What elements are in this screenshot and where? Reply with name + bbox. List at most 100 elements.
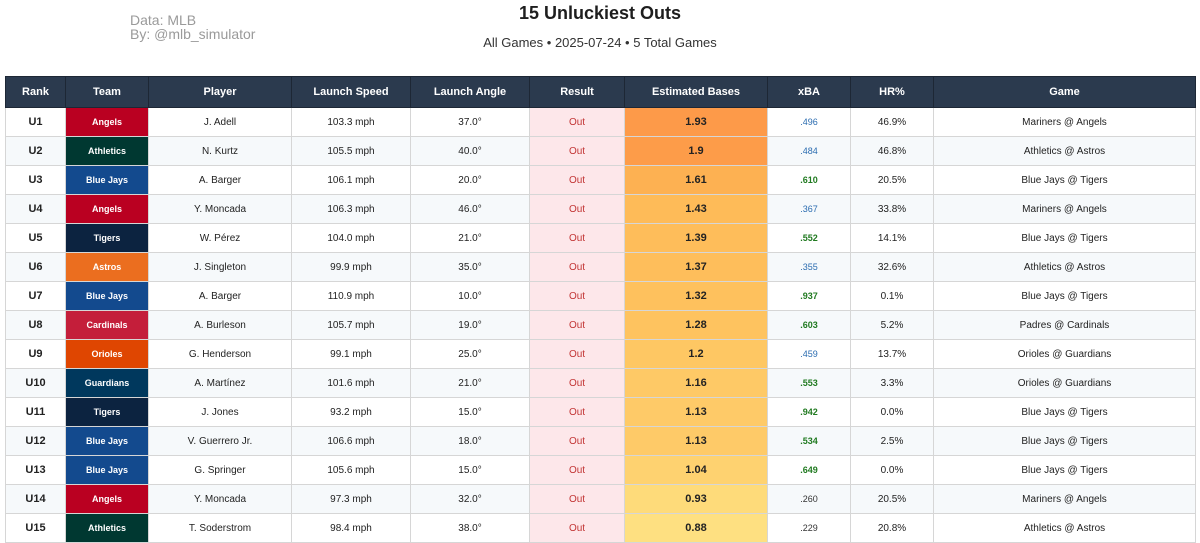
game-cell: Blue Jays @ Tigers	[933, 223, 1196, 253]
result-cell: Out	[529, 107, 625, 137]
game-cell: Orioles @ Guardians	[933, 339, 1196, 369]
player-cell: A. Martínez	[148, 368, 292, 398]
game-cell: Orioles @ Guardians	[933, 368, 1196, 398]
launch-speed-cell: 105.7 mph	[291, 310, 411, 340]
estimated-bases-cell: 1.13	[624, 426, 768, 456]
team-cell: Guardians	[65, 368, 149, 398]
player-cell: T. Soderstrom	[148, 513, 292, 543]
table-row: U10 Guardians A. Martínez 101.6 mph 21.0° Out…	[5, 368, 1196, 398]
launch-angle-cell: 25.0°	[410, 339, 530, 369]
table-row: U5 Tigers W. Pérez 104.0 mph 21.0° Out 1.39.55…	[5, 223, 1196, 253]
rank-cell: U10	[5, 368, 66, 398]
rank-cell: U7	[5, 281, 66, 311]
team-cell: Blue Jays	[65, 455, 149, 485]
col-header-launch-angle: Launch Angle	[410, 76, 530, 108]
player-cell: G. Springer	[148, 455, 292, 485]
col-header-result: Result	[529, 76, 625, 108]
result-cell: Out	[529, 426, 625, 456]
xba-cell: .552	[767, 223, 851, 253]
rank-cell: U12	[5, 426, 66, 456]
col-header-game: Game	[933, 76, 1196, 108]
launch-speed-cell: 105.5 mph	[291, 136, 411, 166]
credit-block: Data: MLB By: @mlb_simulator	[130, 13, 255, 41]
launch-angle-cell: 20.0°	[410, 165, 530, 195]
rank-cell: U6	[5, 252, 66, 282]
estimated-bases-cell: 1.61	[624, 165, 768, 195]
table-body: U1 Angels J. Adell 103.3 mph 37.0° Out 1.93.49…	[5, 107, 1196, 543]
launch-angle-cell: 32.0°	[410, 484, 530, 514]
team-cell: Angels	[65, 484, 149, 514]
player-cell: J. Jones	[148, 397, 292, 427]
launch-speed-cell: 99.1 mph	[291, 339, 411, 369]
launch-angle-cell: 35.0°	[410, 252, 530, 282]
launch-angle-cell: 37.0°	[410, 107, 530, 137]
hr-pct-cell: 0.0%	[850, 397, 934, 427]
result-cell: Out	[529, 223, 625, 253]
table-row: U7 Blue Jays A. Barger 110.9 mph 10.0° Out 1.3…	[5, 281, 1196, 311]
launch-speed-cell: 110.9 mph	[291, 281, 411, 311]
col-header-xba: xBA	[767, 76, 851, 108]
xba-cell: .229	[767, 513, 851, 543]
player-cell: A. Burleson	[148, 310, 292, 340]
launch-speed-cell: 93.2 mph	[291, 397, 411, 427]
team-cell: Athletics	[65, 136, 149, 166]
estimated-bases-cell: 1.32	[624, 281, 768, 311]
rank-cell: U4	[5, 194, 66, 224]
estimated-bases-cell: 0.93	[624, 484, 768, 514]
result-cell: Out	[529, 136, 625, 166]
team-cell: Blue Jays	[65, 281, 149, 311]
result-cell: Out	[529, 194, 625, 224]
launch-angle-cell: 15.0°	[410, 455, 530, 485]
xba-cell: .484	[767, 136, 851, 166]
result-cell: Out	[529, 310, 625, 340]
launch-angle-cell: 46.0°	[410, 194, 530, 224]
table-row: U9 Orioles G. Henderson 99.1 mph 25.0° Out 1.2…	[5, 339, 1196, 369]
xba-cell: .496	[767, 107, 851, 137]
rank-cell: U11	[5, 397, 66, 427]
table-row: U13 Blue Jays G. Springer 105.6 mph 15.0° Out…	[5, 455, 1196, 485]
team-cell: Cardinals	[65, 310, 149, 340]
estimated-bases-cell: 1.28	[624, 310, 768, 340]
launch-speed-cell: 106.3 mph	[291, 194, 411, 224]
player-cell: G. Henderson	[148, 339, 292, 369]
estimated-bases-cell: 1.13	[624, 397, 768, 427]
estimated-bases-cell: 1.43	[624, 194, 768, 224]
hr-pct-cell: 3.3%	[850, 368, 934, 398]
player-cell: Y. Moncada	[148, 484, 292, 514]
table-row: U8 Cardinals A. Burleson 105.7 mph 19.0° Out 1…	[5, 310, 1196, 340]
estimated-bases-cell: 0.88	[624, 513, 768, 543]
launch-angle-cell: 18.0°	[410, 426, 530, 456]
game-cell: Mariners @ Angels	[933, 484, 1196, 514]
launch-speed-cell: 105.6 mph	[291, 455, 411, 485]
result-cell: Out	[529, 368, 625, 398]
result-cell: Out	[529, 281, 625, 311]
hr-pct-cell: 5.2%	[850, 310, 934, 340]
player-cell: A. Barger	[148, 165, 292, 195]
col-header-team: Team	[65, 76, 149, 108]
xba-cell: .260	[767, 484, 851, 514]
result-cell: Out	[529, 339, 625, 369]
rank-cell: U15	[5, 513, 66, 543]
team-cell: Blue Jays	[65, 165, 149, 195]
game-cell: Athletics @ Astros	[933, 252, 1196, 282]
launch-speed-cell: 104.0 mph	[291, 223, 411, 253]
table-row: U2 Athletics N. Kurtz 105.5 mph 40.0° Out 1.9.…	[5, 136, 1196, 166]
estimated-bases-cell: 1.39	[624, 223, 768, 253]
estimated-bases-cell: 1.2	[624, 339, 768, 369]
player-cell: J. Singleton	[148, 252, 292, 282]
team-cell: Athletics	[65, 513, 149, 543]
hr-pct-cell: 2.5%	[850, 426, 934, 456]
game-cell: Mariners @ Angels	[933, 194, 1196, 224]
team-cell: Angels	[65, 194, 149, 224]
launch-speed-cell: 106.1 mph	[291, 165, 411, 195]
xba-cell: .649	[767, 455, 851, 485]
team-cell: Tigers	[65, 397, 149, 427]
xba-cell: .603	[767, 310, 851, 340]
table-row: U4 Angels Y. Moncada 106.3 mph 46.0° Out 1.43.…	[5, 194, 1196, 224]
launch-angle-cell: 19.0°	[410, 310, 530, 340]
hr-pct-cell: 14.1%	[850, 223, 934, 253]
launch-angle-cell: 21.0°	[410, 368, 530, 398]
player-cell: V. Guerrero Jr.	[148, 426, 292, 456]
game-cell: Athletics @ Astros	[933, 136, 1196, 166]
estimated-bases-cell: 1.93	[624, 107, 768, 137]
